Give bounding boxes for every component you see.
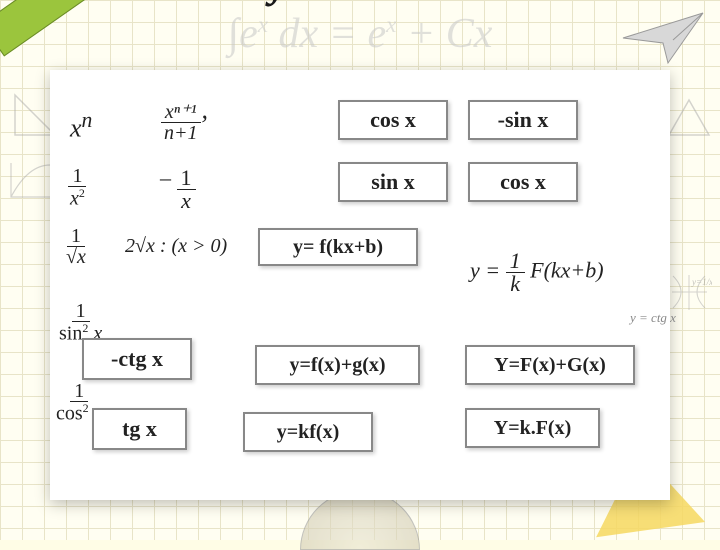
paper-plane-icon [618,8,708,68]
frag-neg-1-over-x: – 1x [160,165,196,212]
num: 1 [506,250,525,273]
box-neg-sinx: -sin x [468,100,578,140]
frag-Fkxb: y = 1k F(kx+b) [470,250,604,295]
tail: F(kx+b) [530,258,603,283]
box-fx-gx: y=f(x)+g(x) [255,345,420,385]
bg-math-triangle-2 [664,95,714,145]
frag-1-over-rootx: 1√x [62,225,90,267]
svg-text:y=1/x: y=1/x [691,277,712,287]
box-Fx-Gx: Y=F(x)+G(x) [465,345,635,385]
box-kFx: Y=k.F(x) [465,408,600,448]
num: 1 [177,167,196,190]
frag-xn1-over-n1: xⁿ⁺¹n+1, [160,95,208,143]
box-fkxb: y= f(kx+b) [258,228,418,266]
frag-yctgx: y = ctg x [630,310,676,326]
frag-xn1-den: n+1 [160,123,202,143]
box-cosx2: cos x [468,162,578,202]
box-sinx: sin x [338,162,448,202]
den: k [506,273,524,295]
frag-xn1-num: xⁿ⁺¹ [161,102,201,123]
num: 1 [72,301,90,322]
frag-1-over-x2: 1x2 [66,165,89,209]
num: 1 [70,381,88,402]
frag-xn: xn [70,108,92,144]
main-formula: ∫exdx=ex [268,0,452,5]
box-tgx: tg x [92,408,187,450]
box-neg-ctgx: -ctg x [82,338,192,380]
box-kfx: y=kf(x) [243,412,373,452]
frag-2rootx: 2√x : (x > 0) [125,235,227,258]
bg-math-graph [8,160,53,204]
box-cosx: cos x [338,100,448,140]
shadow-formula: ∫ex dx = ex + Cx [228,10,493,58]
yeq: y = [470,258,500,283]
num: 1 [67,226,85,247]
num: 1 [68,166,86,187]
